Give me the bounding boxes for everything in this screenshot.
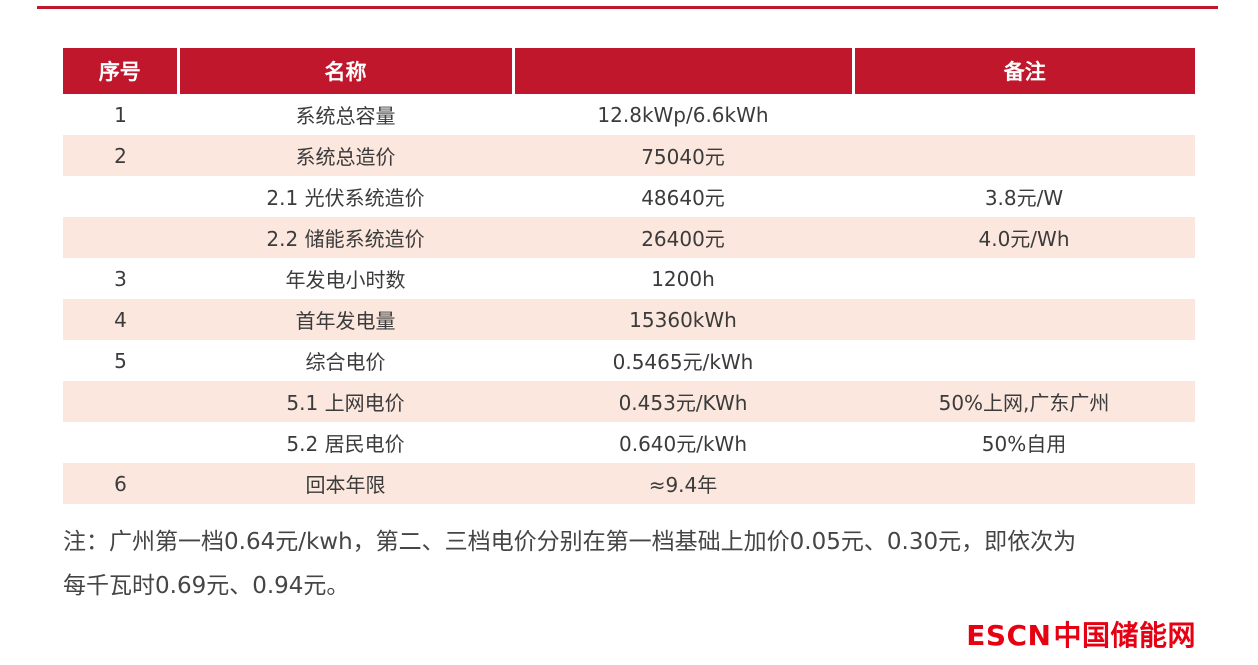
table-header-row: 序号 名称 备注 [63,48,1195,94]
header-cell-remark: 备注 [853,48,1195,94]
cell-value: 1200h [513,258,853,299]
footnote: 注：广州第一档0.64元/kwh，第二、三档电价分别在第一档基础上加价0.05元… [63,520,1203,608]
price-table: 序号 名称 备注 1 系统总容量 12.8kWp/6.6kWh 2 系统总造价 75040… [63,48,1195,504]
table-row: 2.1 光伏系统造价 48640元 3.8元/W [63,176,1195,217]
escn-logo-cn-text: 中国储能网 [1053,619,1196,652]
cell-remark: 50%上网,广东广州 [853,381,1195,422]
cell-name: 2.2 储能系统造价 [178,217,513,258]
cell-name: 综合电价 [178,340,513,381]
table-row: 2 系统总造价 75040元 [63,135,1195,176]
cell-name: 首年发电量 [178,299,513,340]
cell-no [63,217,178,258]
cell-no [63,422,178,463]
cell-name: 5.2 居民电价 [178,422,513,463]
cell-remark [853,258,1195,299]
table-row: 6 回本年限 ≈9.4年 [63,463,1195,504]
cell-remark [853,299,1195,340]
cell-no: 3 [63,258,178,299]
cell-remark [853,340,1195,381]
header-cell-no: 序号 [63,48,180,94]
cell-value: 0.640元/kWh [513,422,853,463]
cell-name: 5.1 上网电价 [178,381,513,422]
header-cell-name: 名称 [178,48,515,94]
cell-value: 0.453元/KWh [513,381,853,422]
table-row: 1 系统总容量 12.8kWp/6.6kWh [63,94,1195,135]
table-row: 2.2 储能系统造价 26400元 4.0元/Wh [63,217,1195,258]
table-row: 5.2 居民电价 0.640元/kWh 50%自用 [63,422,1195,463]
cell-remark [853,463,1195,504]
cell-no: 5 [63,340,178,381]
top-divider-line [37,6,1218,9]
cell-no [63,381,178,422]
cell-name: 2.1 光伏系统造价 [178,176,513,217]
cell-name: 年发电小时数 [178,258,513,299]
cell-no [63,176,178,217]
table-body: 1 系统总容量 12.8kWp/6.6kWh 2 系统总造价 75040元 2.1 光伏系统… [63,94,1195,504]
table-row: 5 综合电价 0.5465元/kWh [63,340,1195,381]
cell-no: 2 [63,135,178,176]
cell-name: 系统总容量 [178,94,513,135]
table-row: 4 首年发电量 15360kWh [63,299,1195,340]
table-header: 序号 名称 备注 [63,48,1195,94]
escn-logo: ESCN中国储能网 [966,614,1196,654]
table-row: 3 年发电小时数 1200h [63,258,1195,299]
cell-value: 0.5465元/kWh [513,340,853,381]
cell-value: 15360kWh [513,299,853,340]
cell-remark [853,94,1195,135]
cell-value: 48640元 [513,176,853,217]
cell-remark [853,135,1195,176]
table-row: 5.1 上网电价 0.453元/KWh 50%上网,广东广州 [63,381,1195,422]
cell-no: 4 [63,299,178,340]
cell-value: ≈9.4年 [513,463,853,504]
escn-logo-en-text: ESCN [966,619,1052,652]
footnote-line-1: 注：广州第一档0.64元/kwh，第二、三档电价分别在第一档基础上加价0.05元… [63,529,1077,555]
cell-remark: 3.8元/W [853,176,1195,217]
header-cell-value [513,48,855,94]
cell-remark: 4.0元/Wh [853,217,1195,258]
cell-no: 1 [63,94,178,135]
cell-value: 75040元 [513,135,853,176]
footnote-line-2: 每千瓦时0.69元、0.94元。 [63,573,350,600]
cell-no: 6 [63,463,178,504]
cell-value: 26400元 [513,217,853,258]
cell-remark: 50%自用 [853,422,1195,463]
cell-name: 系统总造价 [178,135,513,176]
cell-value: 12.8kWp/6.6kWh [513,94,853,135]
cell-name: 回本年限 [178,463,513,504]
